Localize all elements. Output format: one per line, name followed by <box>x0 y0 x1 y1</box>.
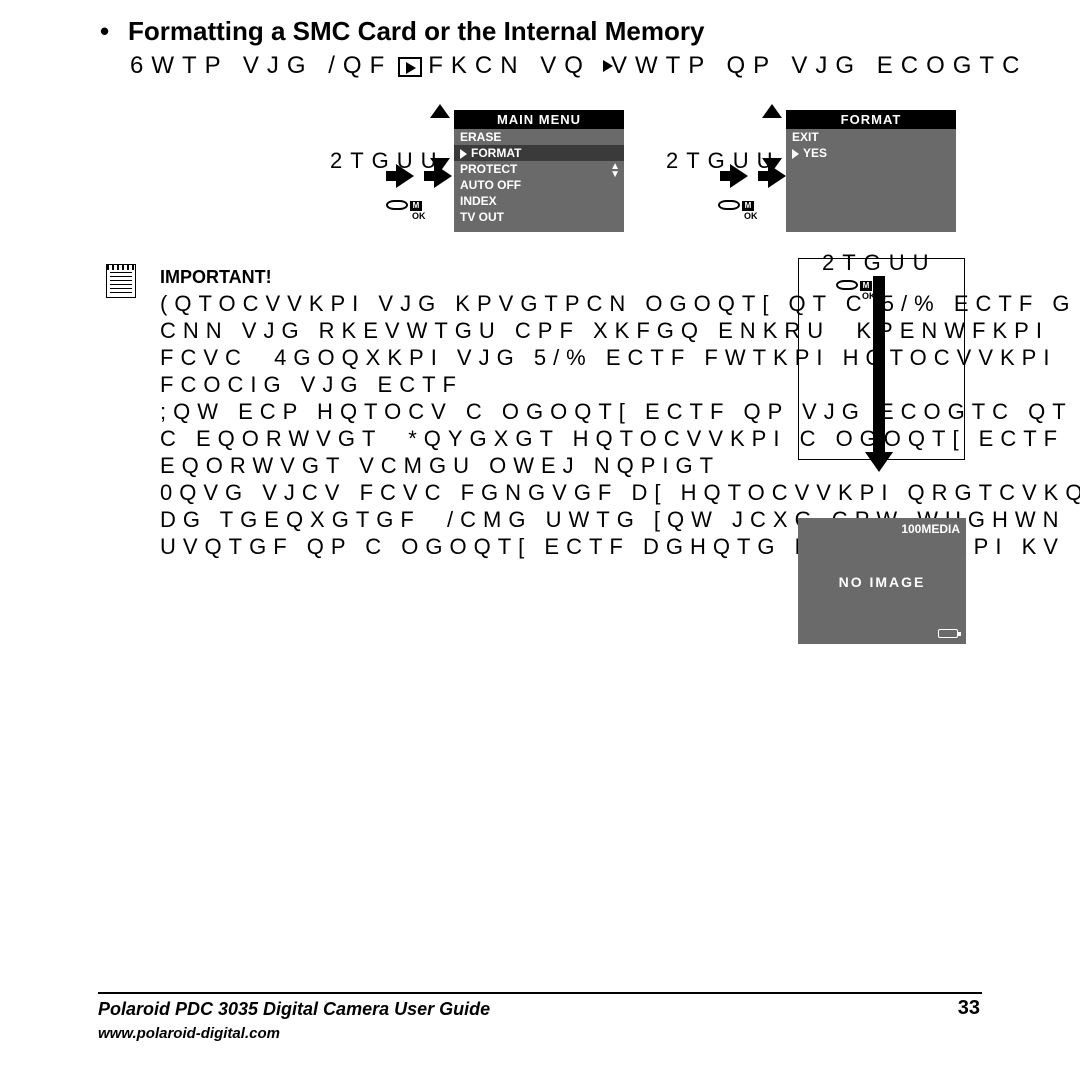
selector-icon <box>460 149 467 159</box>
up-arrow-icon <box>762 104 782 118</box>
menu-item: ERASE <box>454 129 624 145</box>
text-a: 6WTP VJG /QF <box>130 52 392 79</box>
menu-item: INDEX <box>454 193 624 209</box>
no-image-label: NO IMAGE <box>798 574 966 590</box>
media-label: 100MEDIA <box>901 522 960 536</box>
bullet: • <box>100 16 109 47</box>
updown-icon: ▲▼ <box>610 163 620 179</box>
ok-button-icon: MOK <box>718 200 758 221</box>
menu-item: EXIT <box>786 129 956 145</box>
menu-item: PROTECT <box>454 161 624 177</box>
page: • Formatting a SMC Card or the Internal … <box>0 0 1080 1080</box>
lcd-header: FORMAT <box>786 110 956 129</box>
footer-divider <box>98 992 982 994</box>
battery-icon <box>938 629 958 638</box>
section-heading: Formatting a SMC Card or the Internal Me… <box>128 16 704 47</box>
instruction-line: 6WTP VJG /QF FKCN VQ VWTP QP VJG ECOGTC <box>130 52 1027 80</box>
up-arrow-icon <box>430 104 450 118</box>
important-label: IMPORTANT! <box>160 267 272 288</box>
footer-title: Polaroid PDC 3035 Digital Camera User Gu… <box>98 999 490 1020</box>
play-icon-2 <box>597 57 605 77</box>
play-icon <box>398 57 422 77</box>
down-arrow-big-icon <box>865 452 893 472</box>
notepad-icon <box>106 264 136 298</box>
menu-item: AUTO OFF <box>454 177 624 193</box>
right-arrow-icon <box>768 164 786 188</box>
page-number: 33 <box>958 997 980 1020</box>
lcd-format-menu: FORMAT EXIT YES <box>786 110 956 232</box>
menu-item-label: FORMAT <box>471 146 521 160</box>
text-b: FKCN VQ <box>428 52 591 79</box>
footer-url: www.polaroid-digital.com <box>98 1025 280 1042</box>
menu-item: TV OUT <box>454 209 624 225</box>
ok-button-icon: MOK <box>836 280 876 301</box>
selector-icon <box>792 149 799 159</box>
menu-item-selected: FORMAT <box>454 145 624 161</box>
right-arrow-icon <box>730 164 748 188</box>
lcd-header: MAIN MENU <box>454 110 624 129</box>
right-arrow-icon <box>396 164 414 188</box>
menu-item-selected: YES <box>786 145 956 161</box>
ok-button-icon: MOK <box>386 200 426 221</box>
dpad-2 <box>762 104 782 172</box>
dpad-1 <box>430 104 450 172</box>
text-c: VWTP QP VJG ECOGTC <box>611 52 1027 79</box>
lcd-no-image: 100MEDIA NO IMAGE <box>798 518 966 644</box>
lcd-main-menu: MAIN MENU ERASE FORMAT PROTECT AUTO OFF … <box>454 110 624 232</box>
right-arrow-icon <box>434 164 452 188</box>
menu-item-label: YES <box>803 146 827 160</box>
